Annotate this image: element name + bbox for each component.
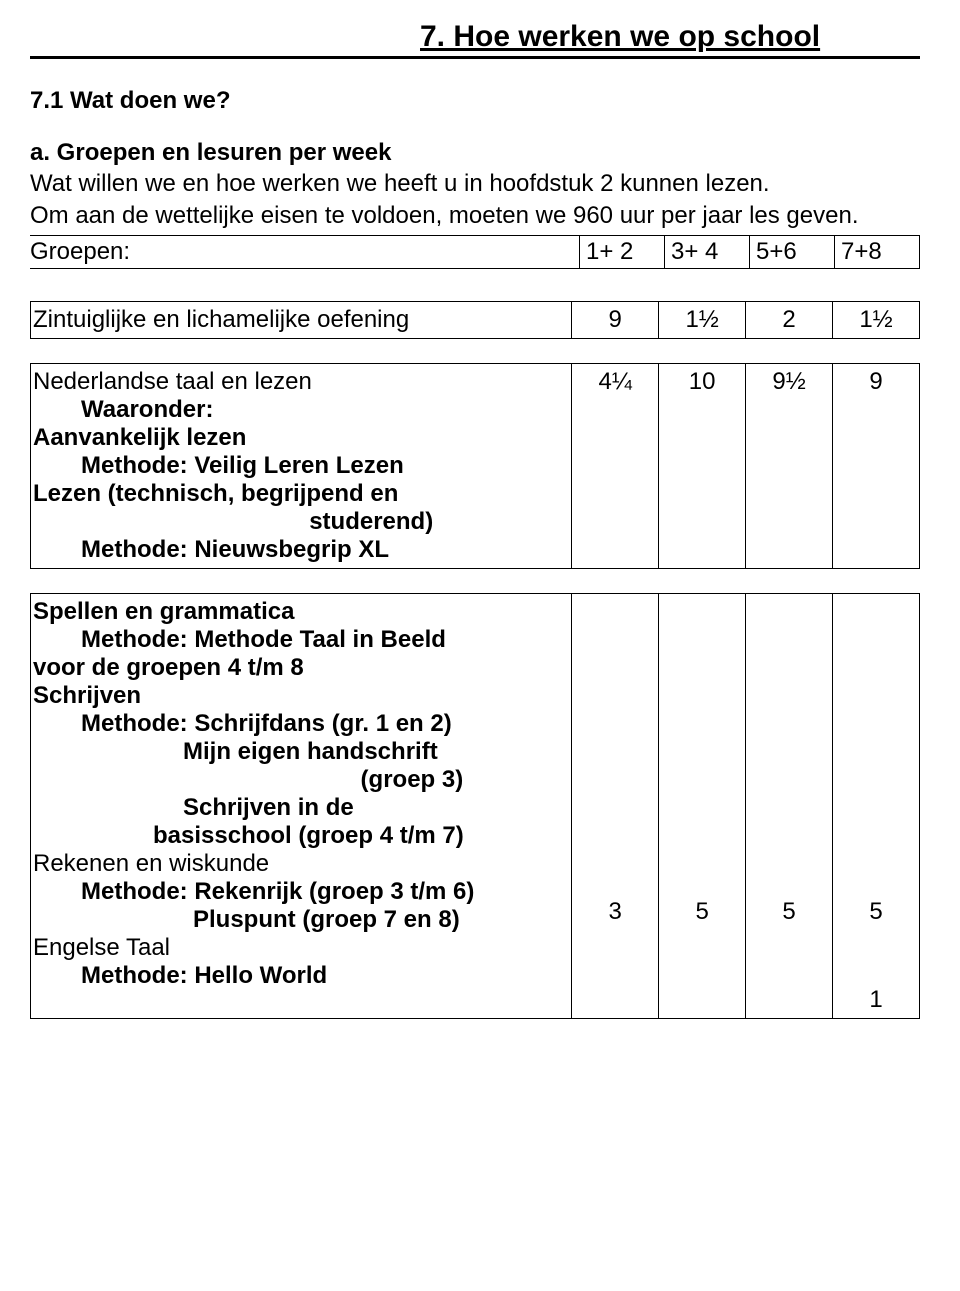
ned-desc: Nederlandse taal en lezen Waaronder: Aan…: [31, 364, 572, 569]
big-l9: basisschool (groep 4 t/m 7): [33, 822, 563, 850]
ned-l1: Nederlandse taal en lezen: [33, 368, 563, 396]
big-col-4: 5 1: [833, 594, 920, 1019]
big-l4: Schrijven: [33, 682, 563, 710]
zint-val-2: 1½: [659, 302, 746, 339]
body-line-2: Om aan de wettelijke eisen te voldoen, m…: [30, 201, 920, 231]
big-l8: Schrijven in de: [33, 794, 563, 822]
big-l12: Pluspunt (groep 7 en 8): [33, 906, 563, 934]
big-col4-spacer2: [833, 926, 919, 986]
big-l7: (groep 3): [33, 766, 563, 794]
row-zintuiglijke: Zintuiglijke en lichamelijke oefening 9 …: [31, 302, 920, 339]
row-big-block: Spellen en grammatica Methode: Methode T…: [31, 594, 920, 1019]
ned-val-2: 10: [659, 364, 746, 569]
big-l13: Engelse Taal: [33, 934, 563, 962]
page-title: 7. Hoe werken we op school: [420, 20, 820, 54]
big-col4-spacer: [833, 598, 919, 898]
rekenen-val-1: 3: [572, 898, 658, 926]
engels-val: 1: [833, 986, 919, 1014]
groepen-col-4: 7+8: [835, 236, 920, 269]
groepen-col-3: 5+6: [750, 236, 835, 269]
big-desc: Spellen en grammatica Methode: Methode T…: [31, 594, 572, 1019]
ned-l2: Waaronder:: [33, 396, 563, 424]
spacer-row-2: [31, 569, 920, 594]
zint-val-4: 1½: [833, 302, 920, 339]
ned-l5: Lezen (technisch, begrijpend en: [33, 480, 563, 508]
main-table: Zintuiglijke en lichamelijke oefening 9 …: [30, 301, 920, 1019]
spacer-row-1: [31, 339, 920, 364]
ned-l4: Methode: Veilig Leren Lezen: [33, 452, 563, 480]
ned-l7: Methode: Nieuwsbegrip XL: [33, 536, 563, 564]
item-a-heading: a. Groepen en lesuren per week: [30, 139, 920, 167]
big-col3-spacer: [746, 598, 832, 898]
ned-l6: studerend): [33, 508, 563, 536]
row-nederlandse: Nederlandse taal en lezen Waaronder: Aan…: [31, 364, 920, 569]
header-row: 7. Hoe werken we op school: [30, 20, 920, 59]
big-col-1: 3: [572, 594, 659, 1019]
page: 7. Hoe werken we op school 7.1 Wat doen …: [0, 0, 960, 1291]
ned-val-4: 9: [833, 364, 920, 569]
big-col-2: 5: [659, 594, 746, 1019]
groepen-col-1: 1+ 2: [580, 236, 665, 269]
groepen-row: Groepen: 1+ 2 3+ 4 5+6 7+8: [30, 236, 920, 269]
ned-val-1: 4¼: [572, 364, 659, 569]
zint-val-3: 2: [746, 302, 833, 339]
big-col-3: 5: [746, 594, 833, 1019]
body-line-1: Wat willen we en hoe werken we heeft u i…: [30, 169, 920, 199]
big-l14: Methode: Hello World: [33, 962, 563, 990]
ned-l3: Aanvankelijk lezen: [33, 424, 563, 452]
big-col2-spacer: [659, 598, 745, 898]
zint-val-1: 9: [572, 302, 659, 339]
ned-val-3: 9½: [746, 364, 833, 569]
big-l6: Mijn eigen handschrift: [33, 738, 563, 766]
rekenen-val-4: 5: [833, 898, 919, 926]
groepen-col-2: 3+ 4: [665, 236, 750, 269]
section-heading: 7.1 Wat doen we?: [30, 87, 920, 115]
big-l3: voor de groepen 4 t/m 8: [33, 654, 563, 682]
big-l10: Rekenen en wiskunde: [33, 850, 563, 878]
rekenen-val-3: 5: [746, 898, 832, 926]
big-l2: Methode: Methode Taal in Beeld: [33, 626, 563, 654]
groepen-label-cell: Groepen:: [30, 236, 580, 269]
big-l1: Spellen en grammatica: [33, 598, 563, 626]
big-l11: Methode: Rekenrijk (groep 3 t/m 6): [33, 878, 563, 906]
zint-desc: Zintuiglijke en lichamelijke oefening: [31, 302, 572, 339]
big-col1-spacer: [572, 598, 658, 898]
big-l5: Methode: Schrijfdans (gr. 1 en 2): [33, 710, 563, 738]
rekenen-val-2: 5: [659, 898, 745, 926]
groepen-table: Groepen: 1+ 2 3+ 4 5+6 7+8: [30, 235, 920, 269]
